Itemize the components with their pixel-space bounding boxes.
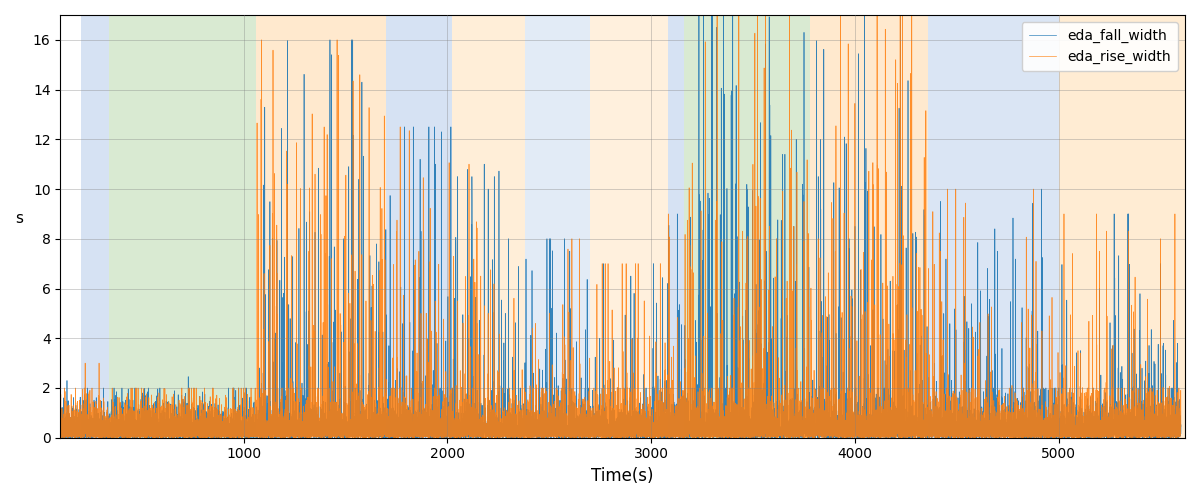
Legend: eda_fall_width, eda_rise_width: eda_fall_width, eda_rise_width — [1021, 22, 1178, 71]
eda_fall_width — [82, 422, 96, 428]
eda_fall_width — [708, 422, 722, 428]
Bar — [929, 15, 1058, 438]
eda_fall_width — [913, 428, 928, 434]
eda_fall_width — [649, 434, 664, 440]
X-axis label: Time(s): Time(s) — [592, 467, 654, 485]
Line: eda_fall_width: eda_fall_width — [60, 15, 1181, 438]
eda_fall_width — [150, 428, 164, 434]
eda_rise_width — [53, 416, 67, 422]
eda_rise_width — [708, 428, 722, 434]
Y-axis label: s: s — [14, 212, 23, 226]
eda_rise_width — [406, 434, 420, 440]
eda_fall_width — [691, 12, 706, 18]
Bar — [524, 15, 590, 438]
Line: eda_rise_width: eda_rise_width — [60, 15, 1181, 438]
eda_rise_width — [150, 425, 164, 431]
eda_rise_width — [913, 432, 928, 438]
Bar — [667, 15, 684, 438]
eda_fall_width — [53, 430, 67, 436]
Bar — [386, 15, 451, 438]
eda_rise_width — [572, 418, 587, 424]
Bar — [109, 15, 256, 438]
Bar — [684, 15, 810, 438]
Bar — [451, 15, 524, 438]
eda_rise_width — [82, 422, 96, 428]
Bar — [256, 15, 386, 438]
Bar — [80, 15, 109, 438]
eda_rise_width — [710, 12, 725, 18]
eda_rise_width — [1174, 424, 1188, 430]
Bar — [810, 15, 929, 438]
Bar — [1058, 15, 1184, 438]
eda_rise_width — [649, 426, 664, 432]
eda_fall_width — [572, 428, 587, 434]
eda_fall_width — [200, 434, 215, 440]
eda_fall_width — [1174, 430, 1188, 436]
Bar — [590, 15, 667, 438]
